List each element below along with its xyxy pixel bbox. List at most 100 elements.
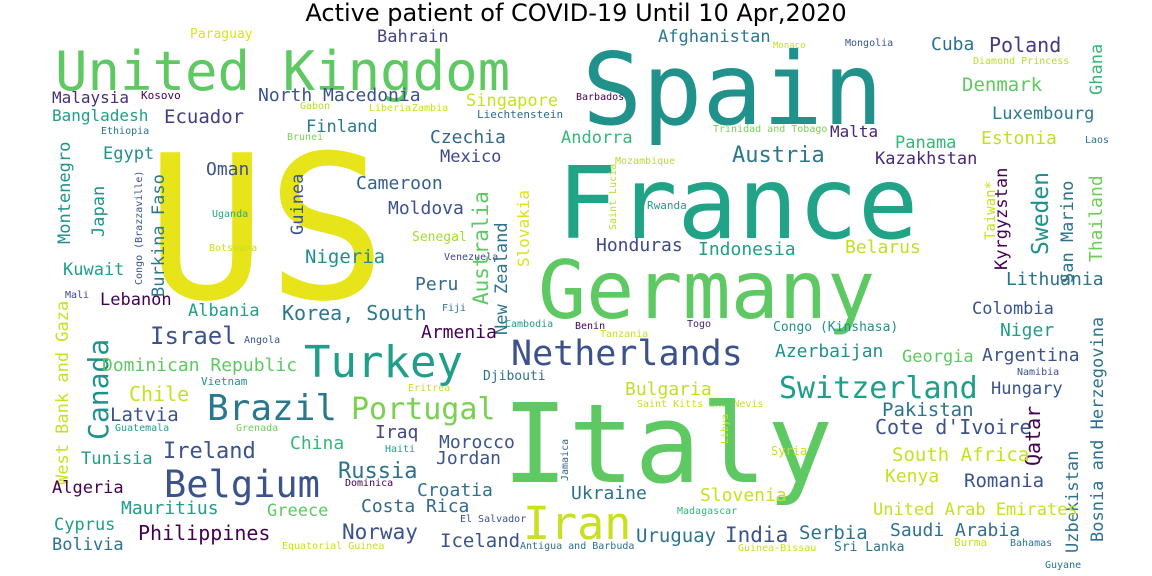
word-norway: Norway: [342, 520, 418, 544]
word-barbados: Barbados: [576, 92, 624, 103]
word-panama: Panama: [895, 133, 956, 153]
word-france: France: [557, 145, 918, 262]
word-malaysia: Malaysia: [52, 88, 129, 107]
word-ecuador: Ecuador: [164, 106, 244, 128]
word-portugal: Portugal: [351, 392, 496, 427]
word-cambodia: Cambodia: [505, 319, 553, 330]
word-chile: Chile: [129, 382, 189, 406]
word-saint-kitts-and-nevis: Saint Kitts and Nevis: [637, 399, 763, 410]
word-germany: Germany: [538, 244, 875, 337]
word-sweden: Sweden: [1028, 172, 1054, 255]
word-paraguay: Paraguay: [190, 27, 253, 42]
word-jordan: Jordan: [436, 448, 501, 469]
word-cyprus: Cyprus: [54, 515, 115, 535]
word-ireland: Ireland: [163, 439, 256, 464]
word-cuba: Cuba: [931, 34, 974, 55]
word-congo-kinshasa: Congo (Kinshasa): [773, 320, 898, 335]
word-turkey: Turkey: [304, 337, 463, 388]
word-morocco: Morocco: [439, 432, 515, 453]
word-australia: Australia: [469, 191, 493, 305]
word-azerbaijan: Azerbaijan: [775, 341, 883, 362]
word-thailand: Thailand: [1086, 175, 1107, 262]
word-colombia: Colombia: [972, 299, 1054, 319]
word-guatemala: Guatemala: [115, 423, 169, 434]
word-united-kingdom: United Kingdom: [55, 40, 510, 103]
word-austria: Austria: [732, 143, 825, 168]
word-brazil: Brazil: [207, 388, 337, 429]
word-tanzania: Tanzania: [600, 329, 648, 340]
word-diamond-princess: Diamond Princess: [973, 56, 1069, 67]
word-slovenia: Slovenia: [700, 485, 787, 506]
word-gabon: Gabon: [300, 101, 330, 112]
word-bangladesh: Bangladesh: [52, 106, 148, 125]
word-malta: Malta: [830, 122, 878, 141]
word-guinea: Guinea: [288, 174, 308, 235]
word-uruguay: Uruguay: [636, 525, 716, 547]
word-indonesia: Indonesia: [698, 239, 796, 260]
word-mauritius: Mauritius: [121, 498, 219, 519]
word-dominica: Dominica: [345, 478, 393, 489]
word-bulgaria: Bulgaria: [625, 379, 712, 400]
word-north-macedonia: North Macedonia: [258, 85, 421, 106]
word-nigeria: Nigeria: [305, 246, 385, 268]
word-brunei: Brunei: [287, 132, 323, 143]
word-monaco: Monaco: [773, 41, 806, 51]
word-burkina-faso: Burkina Faso: [149, 174, 169, 297]
word-luxembourg: Luxembourg: [992, 104, 1094, 124]
word-uzbekistan: Uzbekistan: [1063, 451, 1083, 553]
word-iran: Iran: [523, 497, 631, 550]
word-djibouti: Djibouti: [483, 369, 546, 384]
word-lebanon: Lebanon: [100, 290, 172, 310]
word-mali: Mali: [65, 290, 89, 301]
word-kenya: Kenya: [885, 466, 939, 487]
word-bolivia: Bolivia: [52, 535, 124, 555]
chart-title: Active patient of COVID-19 Until 10 Apr,…: [305, 0, 847, 27]
word-liberia: Liberia: [369, 103, 411, 114]
word-costa-rica: Costa Rica: [361, 496, 469, 517]
word-dominican-republic: Dominican Republic: [102, 355, 297, 376]
word-armenia: Armenia: [421, 322, 497, 343]
word-lithuania: Lithuania: [1006, 269, 1104, 290]
word-hungary: Hungary: [991, 379, 1063, 399]
word-west-bank-and-gaza: West Bank and Gaza: [53, 301, 73, 485]
word-togo: Togo: [687, 319, 711, 330]
word-mexico: Mexico: [440, 147, 501, 167]
word-china: China: [290, 433, 344, 454]
word-israel: Israel: [150, 322, 237, 350]
word-moldova: Moldova: [388, 198, 464, 219]
word-angola: Angola: [244, 335, 280, 346]
word-albania: Albania: [188, 301, 260, 321]
word-kuwait: Kuwait: [63, 260, 124, 280]
word-botswana: Botswana: [209, 243, 257, 254]
word-eritrea: Eritrea: [408, 383, 450, 394]
word-oman: Oman: [206, 159, 249, 180]
word-cameroon: Cameroon: [356, 173, 443, 194]
word-new-zealand: New Zealand: [492, 222, 512, 335]
word-guinea-bissau: Guinea-Bissau: [738, 543, 816, 554]
word-antigua-and-barbuda: Antigua and Barbuda: [520, 541, 634, 552]
word-zambia: Zambia: [412, 103, 448, 114]
word-italy: Italy: [502, 380, 833, 508]
word-montenegro: Montenegro: [55, 142, 75, 244]
word-bahrain: Bahrain: [377, 27, 449, 47]
word-mozambique: Mozambique: [615, 156, 675, 167]
word-qatar: Qatar: [1021, 406, 1045, 466]
word-afghanistan: Afghanistan: [658, 27, 771, 47]
word-korea-south: Korea, South: [282, 301, 427, 325]
word-saint-lucia: Saint Lucia: [608, 164, 619, 230]
word-philippines: Philippines: [138, 521, 270, 545]
word-iraq: Iraq: [375, 422, 418, 443]
word-czechia: Czechia: [430, 127, 506, 148]
word-romania: Romania: [964, 470, 1044, 492]
word-fiji: Fiji: [442, 303, 466, 314]
word-liechtenstein: Liechtenstein: [477, 108, 563, 121]
word-syria: Syria: [771, 444, 807, 458]
word-peru: Peru: [415, 274, 458, 295]
word-haiti: Haiti: [385, 444, 415, 455]
word-japan: Japan: [89, 186, 109, 237]
word-taiwan: Taiwan*: [983, 181, 999, 240]
word-poland: Poland: [989, 33, 1061, 57]
word-belarus: Belarus: [845, 237, 921, 258]
word-russia: Russia: [338, 459, 417, 484]
word-denmark: Denmark: [962, 74, 1043, 96]
